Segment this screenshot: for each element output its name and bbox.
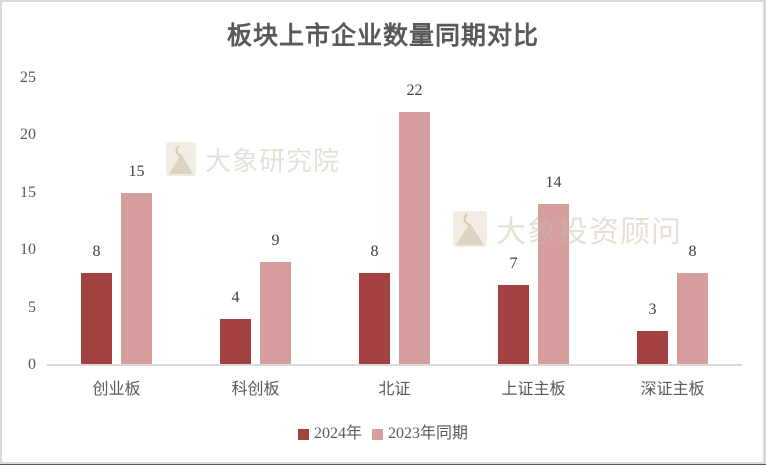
watermark-text: 大象投资顾问 — [496, 216, 682, 249]
bar-series-1-1[interactable] — [260, 261, 291, 365]
bar-series-1-0[interactable] — [121, 192, 152, 365]
bar-series-0-0[interactable] — [81, 273, 112, 365]
data-label: 7 — [509, 254, 518, 272]
legend-swatch-2023 — [372, 428, 383, 440]
bar-series-1-4[interactable] — [677, 273, 708, 365]
legend-label-2024: 2024年 — [313, 425, 362, 442]
data-label: 3 — [648, 300, 657, 318]
legend-label-2023: 2023年同期 — [388, 425, 469, 442]
category-label: 深证主板 — [640, 381, 705, 398]
frame-border-right — [763, 0, 766, 465]
category-label: 上证主板 — [501, 381, 566, 398]
frame-border-bottom — [0, 462, 766, 464]
bar-series-1-3[interactable] — [538, 204, 569, 365]
y-tick-label: 0 — [28, 356, 36, 373]
data-label: 15 — [128, 162, 145, 180]
data-label: 8 — [688, 243, 697, 261]
watermark-text: 大象研究院 — [205, 146, 341, 176]
bar-series-1-2[interactable] — [399, 112, 430, 365]
category-label: 北证 — [378, 381, 411, 398]
frame-border-left — [0, 0, 2, 465]
data-label: 8 — [370, 243, 379, 261]
watermark-research: 大象研究院 — [165, 140, 340, 178]
category-label: 科创板 — [231, 381, 280, 398]
data-label: 14 — [545, 174, 562, 192]
data-label: 22 — [406, 82, 423, 100]
chart-title: 板块上市企业数量同期对比 — [226, 23, 539, 50]
frame-border-top — [0, 0, 766, 2]
legend-item-2024[interactable]: 2024年 — [297, 424, 362, 444]
category-label: 创业板 — [92, 381, 141, 398]
data-label: 4 — [231, 289, 240, 307]
y-tick-label: 20 — [20, 126, 36, 144]
y-tick-label: 10 — [20, 241, 36, 259]
y-tick-label: 15 — [20, 183, 36, 201]
elephant-logo-icon — [453, 211, 487, 247]
bar-series-0-4[interactable] — [637, 330, 668, 365]
legend-swatch-2024 — [297, 428, 309, 440]
legend-item-2023[interactable]: 2023年同期 — [372, 424, 468, 444]
y-tick-label: 5 — [28, 298, 36, 316]
bar-series-0-1[interactable] — [220, 319, 251, 365]
legend: 2024年 2023年同期 — [0, 424, 766, 444]
data-label: 8 — [92, 243, 101, 261]
elephant-logo-icon — [166, 142, 196, 176]
x-axis-line — [47, 364, 742, 366]
data-label: 9 — [271, 231, 280, 249]
bar-series-0-2[interactable] — [359, 273, 390, 365]
bar-series-0-3[interactable] — [498, 284, 529, 365]
y-tick-label: 25 — [20, 69, 36, 86]
